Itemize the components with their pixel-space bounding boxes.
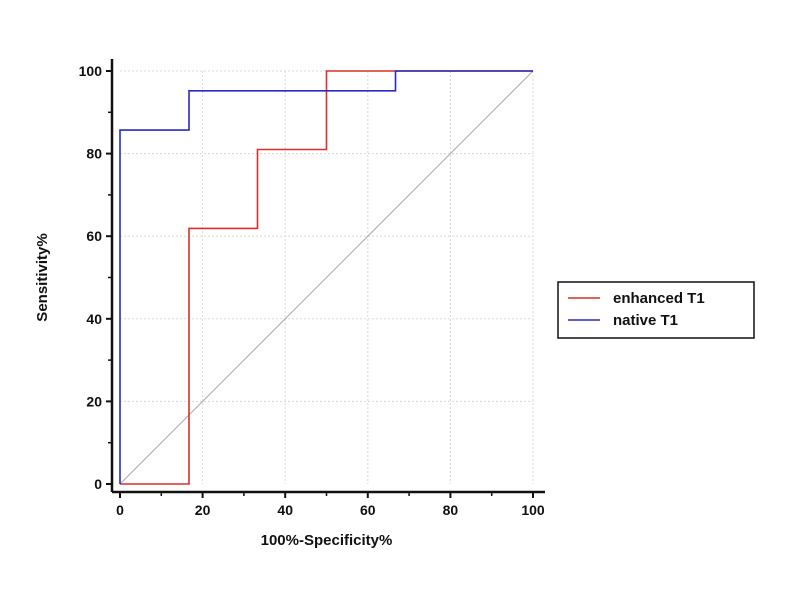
x-axis-ticks: 0 20 40 60 80 100	[116, 492, 545, 518]
y-axis-ticks: 0 20 40 60 80 100	[79, 63, 112, 492]
x-tick-label: 60	[360, 502, 376, 518]
legend: enhanced T1 native T1	[557, 281, 755, 339]
y-axis-title: Sensitivity%	[34, 233, 51, 321]
x-tick-label: 20	[195, 502, 211, 518]
legend-label: enhanced T1	[613, 290, 705, 307]
axes	[110, 59, 545, 494]
x-tick-label: 100	[521, 502, 545, 518]
y-tick-label: 80	[86, 146, 102, 162]
y-tick-label: 100	[79, 63, 103, 79]
x-tick-label: 80	[443, 502, 459, 518]
x-tick-label: 0	[116, 502, 124, 518]
y-tick-label: 0	[94, 476, 102, 492]
y-tick-label: 40	[86, 311, 102, 327]
legend-box	[557, 281, 755, 339]
x-axis-title: 100%-Specificity%	[261, 532, 393, 549]
series-line-native-t1	[119, 70, 533, 484]
y-tick-label: 60	[86, 228, 102, 244]
x-tick-label: 40	[277, 502, 293, 518]
series-line-enhanced-t1	[120, 70, 533, 485]
y-tick-label: 20	[86, 393, 102, 409]
roc-curves	[119, 70, 533, 485]
legend-label: native T1	[613, 312, 678, 329]
